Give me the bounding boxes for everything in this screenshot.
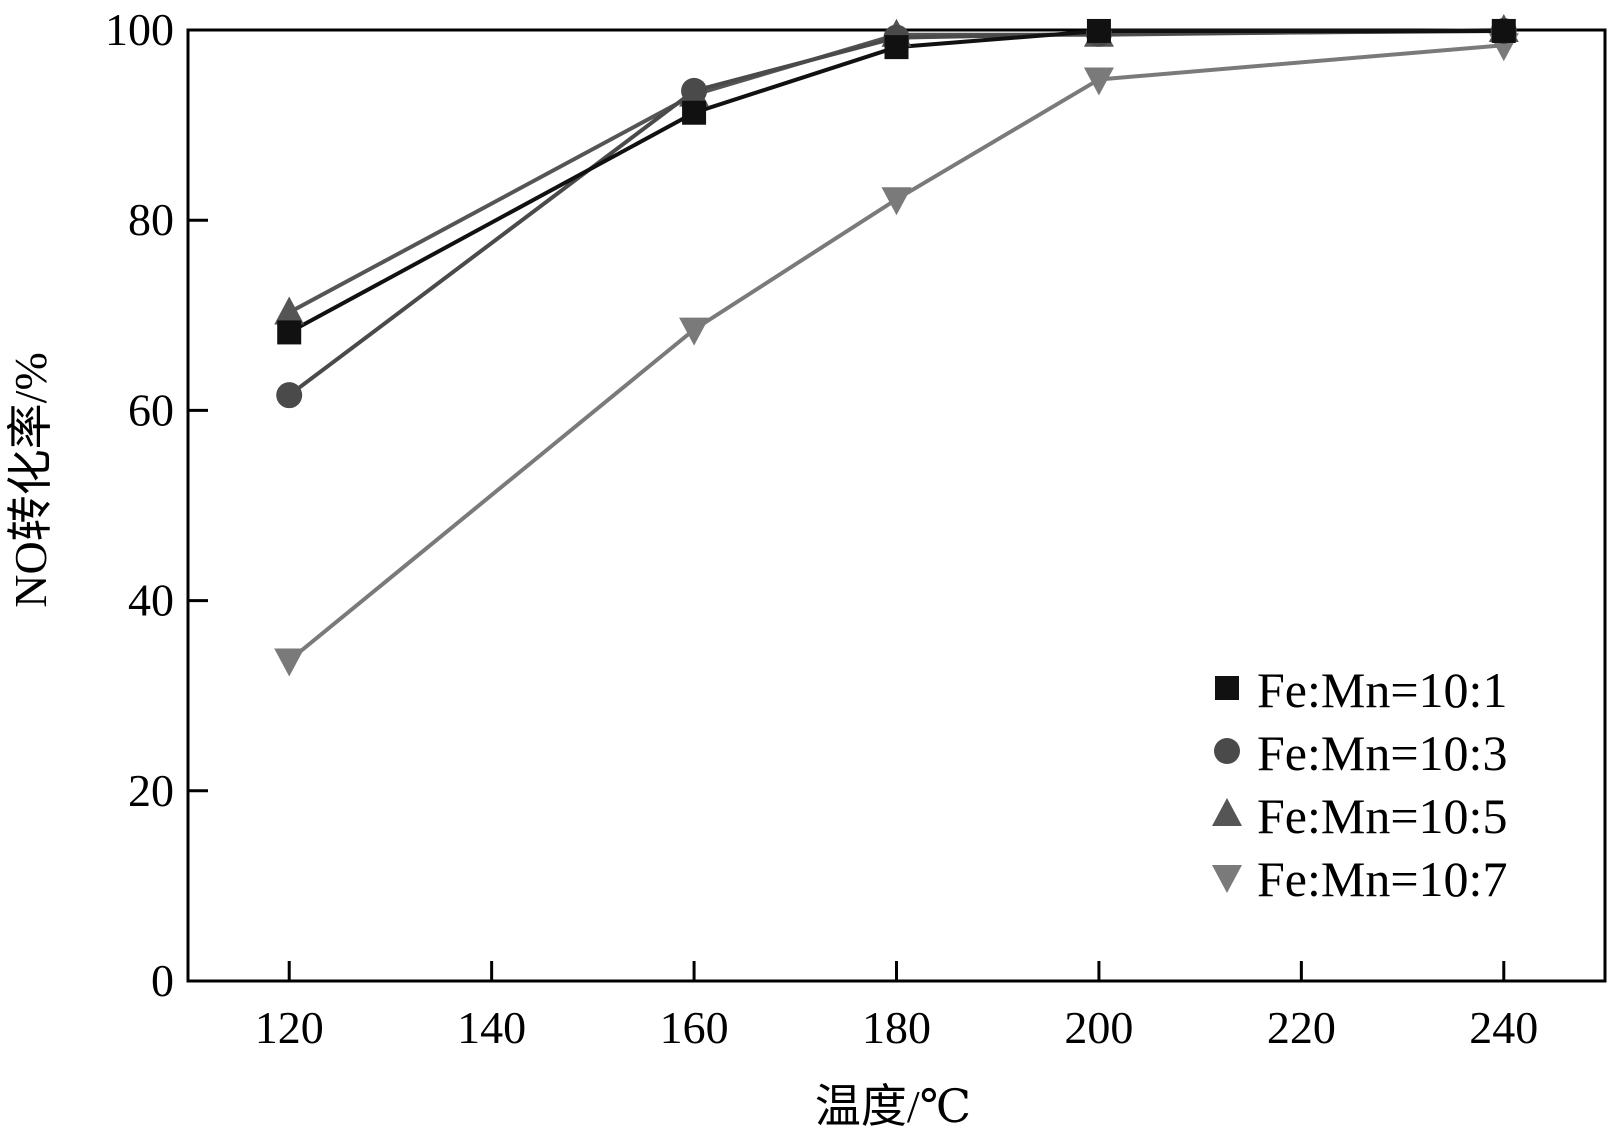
series-line-4 (287, 43, 1504, 663)
legend: Fe:Mn=10:1 Fe:Mn=10:3 Fe:Mn=10:5 Fe:Mn=10:7 (1212, 662, 1507, 907)
data-point-series-2 (681, 77, 708, 104)
x-tick-label: 160 (660, 1002, 729, 1053)
x-axis-title: 温度/℃ (815, 1081, 971, 1132)
series-line-1 (288, 28, 1504, 335)
x-tick-label: 120 (255, 1002, 324, 1053)
series-lines (287, 28, 1504, 663)
y-tick-label: 40 (128, 575, 174, 626)
data-point-series-4 (274, 648, 305, 677)
y-tick-label: 80 (128, 194, 174, 245)
legend-marker-3 (1212, 798, 1242, 826)
x-axis-ticks: 120 140 160 180 200 220 240 (255, 961, 1538, 1053)
legend-marker-2 (1214, 738, 1240, 764)
x-tick-label: 240 (1469, 1002, 1538, 1053)
legend-label-1: Fe:Mn=10:1 (1257, 662, 1507, 718)
data-point-series-1 (682, 100, 707, 125)
y-axis-ticks: 0 20 40 60 80 100 (105, 4, 208, 1006)
y-tick-label: 60 (128, 384, 174, 435)
x-tick-label: 200 (1064, 1002, 1133, 1053)
x-tick-label: 140 (457, 1002, 526, 1053)
series-markers (274, 14, 1519, 677)
x-tick-label: 180 (862, 1002, 931, 1053)
data-point-series-1 (884, 35, 909, 60)
legend-marker-1 (1215, 676, 1239, 700)
legend-marker-4 (1212, 865, 1242, 893)
data-point-series-4 (1083, 67, 1114, 96)
y-tick-label: 100 (105, 4, 174, 55)
data-point-series-1 (1491, 18, 1516, 43)
legend-label-3: Fe:Mn=10:5 (1257, 788, 1507, 844)
data-point-series-1 (277, 320, 302, 345)
legend-label-2: Fe:Mn=10:3 (1257, 725, 1507, 781)
data-point-series-2 (276, 382, 303, 409)
data-point-series-4 (881, 187, 912, 216)
series-line-3 (288, 28, 1504, 315)
data-point-series-3 (274, 296, 305, 325)
data-point-series-4 (679, 317, 710, 346)
y-tick-label: 0 (151, 955, 174, 1006)
x-tick-label: 220 (1267, 1002, 1336, 1053)
y-tick-label: 20 (128, 765, 174, 816)
legend-label-4: Fe:Mn=10:7 (1257, 851, 1507, 907)
y-axis-title: NO转化率/% (5, 352, 56, 608)
data-point-series-1 (1086, 18, 1111, 43)
